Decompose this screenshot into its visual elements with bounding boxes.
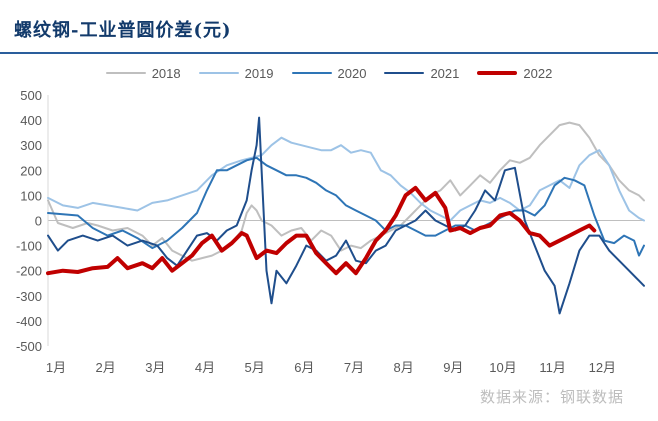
legend-item-2021: 2021 bbox=[384, 66, 459, 81]
title-divider bbox=[0, 52, 658, 54]
chart-axes: 500 400 300 200 100 0 -100 -200 -300 -400 -500 1月 2月… bbox=[16, 88, 644, 375]
x-tick-label: 4月 bbox=[195, 360, 215, 375]
y-tick-label: 300 bbox=[20, 138, 42, 153]
series-layer bbox=[46, 116, 645, 315]
series-line-2018 bbox=[47, 121, 645, 262]
legend-label: 2019 bbox=[244, 65, 274, 81]
x-tick-label: 11月 bbox=[539, 360, 566, 375]
y-tick-label: 0 bbox=[35, 214, 42, 229]
y-tick-label: -500 bbox=[16, 339, 42, 354]
source-note: 数据来源：钢联数据 bbox=[479, 388, 624, 406]
legend-swatch bbox=[384, 72, 425, 74]
series-line-2019 bbox=[47, 136, 645, 222]
legend-label: 2022 bbox=[523, 65, 553, 81]
legend-swatch bbox=[105, 72, 146, 74]
x-tick-label: 12月 bbox=[589, 360, 616, 375]
chart-title: 螺纹钢-工业普圆价差(元) bbox=[14, 20, 232, 41]
x-tick-label: 7月 bbox=[344, 360, 364, 375]
y-tick-label: -200 bbox=[16, 264, 42, 279]
series-line-2020 bbox=[47, 156, 645, 257]
y-tick-label: 100 bbox=[20, 188, 42, 203]
x-tick-label: 8月 bbox=[394, 360, 414, 375]
y-tick-label: 400 bbox=[20, 113, 42, 128]
legend-swatch bbox=[198, 72, 239, 74]
x-tick-label: 9月 bbox=[443, 360, 463, 375]
legend-swatch bbox=[291, 72, 332, 74]
legend-label: 2021 bbox=[430, 65, 460, 81]
x-tick-label: 1月 bbox=[46, 360, 66, 375]
legend-item-2018: 2018 bbox=[105, 65, 181, 81]
legend: 2018 2019 2020 2021 2022 bbox=[0, 63, 658, 83]
x-tick-label: 5月 bbox=[245, 360, 265, 375]
legend-item-2019: 2019 bbox=[198, 65, 274, 81]
legend-item-2020: 2020 bbox=[291, 65, 367, 81]
legend-swatch bbox=[477, 71, 518, 75]
y-tick-label: -400 bbox=[16, 314, 42, 329]
legend-label: 2018 bbox=[151, 65, 181, 81]
legend-item-2022: 2022 bbox=[477, 66, 552, 81]
x-tick-label: 2月 bbox=[96, 360, 116, 375]
x-tick-label: 6月 bbox=[294, 360, 314, 375]
x-tick-label: 10月 bbox=[489, 360, 516, 375]
series-line-2021 bbox=[47, 116, 645, 315]
x-tick-label: 3月 bbox=[145, 360, 165, 375]
y-tick-label: -100 bbox=[16, 239, 42, 254]
y-tick-label: -300 bbox=[16, 289, 42, 304]
series-line-2022 bbox=[46, 185, 597, 276]
y-tick-label: 500 bbox=[20, 88, 42, 103]
y-tick-label: 200 bbox=[20, 163, 42, 178]
legend-label: 2020 bbox=[337, 65, 367, 81]
